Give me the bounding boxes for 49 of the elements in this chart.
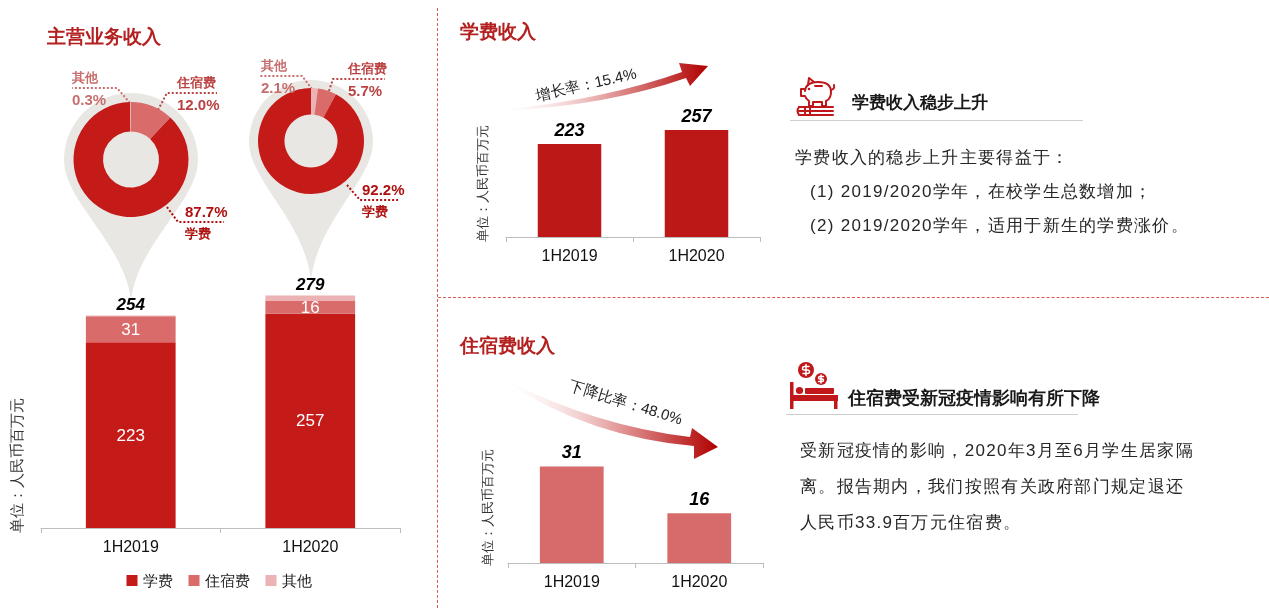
bar	[265, 295, 356, 301]
data-label: 5.7%	[348, 81, 383, 99]
total-label: 254	[115, 294, 146, 314]
data-label: 31	[121, 319, 141, 339]
slice-label: 住宿费	[347, 60, 387, 76]
legend-label: 学费	[142, 571, 173, 590]
text: 受新冠疫情的影响，2020年3月至6月学生居家隔离。报告期内，我们按照有关政府部门规定退还人民币33.9百万元住宿费。	[800, 440, 1195, 534]
data-label: 0.3%	[72, 90, 107, 108]
data-label: 2.1%	[261, 78, 296, 96]
text: 下降比率：48.0%	[567, 376, 685, 428]
data-label: 223	[116, 425, 145, 445]
slice-label: 学费	[185, 225, 211, 241]
slice-label: 住宿费	[176, 74, 216, 90]
slice-label: 学费	[362, 203, 388, 219]
x-tick-label: 1H2020	[668, 246, 725, 264]
data-label: 257	[296, 411, 325, 431]
legend-label: 其他	[281, 571, 312, 590]
x-tick-label: 1H2019	[541, 246, 598, 264]
x-tick-label: 1H2019	[102, 537, 159, 555]
data-label: 16	[300, 297, 320, 317]
data-label: 12.0%	[177, 95, 220, 113]
text: (1) 2019/2020学年，在校学生总数增加；	[809, 181, 1154, 203]
text: (2) 2019/2020学年，适用于新生的学费涨价。	[809, 215, 1190, 237]
data-label: 92.2%	[362, 180, 405, 198]
text: 学费收入的稳步上升主要得益于：	[795, 147, 1071, 169]
x-tick-label: 1H2020	[671, 572, 728, 590]
text: 住宿费受新冠疫情影响有所下降	[848, 386, 1100, 410]
legend-label: 住宿费	[203, 571, 250, 590]
data-label: 223	[553, 120, 585, 141]
data-label: 16	[689, 489, 711, 510]
y-axis-title: 单位：人民币百万元	[479, 449, 495, 566]
y-axis-title: 单位：人民币百万元	[474, 125, 490, 242]
bar	[85, 342, 176, 528]
slice-label: 其他	[260, 57, 288, 73]
chart-title: 住宿费收入	[459, 333, 556, 356]
chart-title: 主营业务收入	[46, 24, 162, 47]
bar	[85, 316, 176, 343]
total-label: 279	[295, 274, 325, 294]
data-label: 257	[680, 105, 713, 126]
slice-label: 其他	[71, 69, 99, 85]
text: 增长率：15.4%	[533, 64, 638, 104]
text: 学费收入稳步上升	[852, 91, 988, 114]
bar	[265, 313, 356, 528]
y-axis-title: 单位：人民币百万元	[8, 398, 26, 533]
data-label: 87.7%	[185, 202, 228, 220]
data-label: 31	[561, 442, 582, 463]
x-tick-label: 1H2020	[282, 537, 339, 555]
chart-title: 学费收入	[460, 19, 537, 42]
x-tick-label: 1H2019	[543, 572, 600, 590]
